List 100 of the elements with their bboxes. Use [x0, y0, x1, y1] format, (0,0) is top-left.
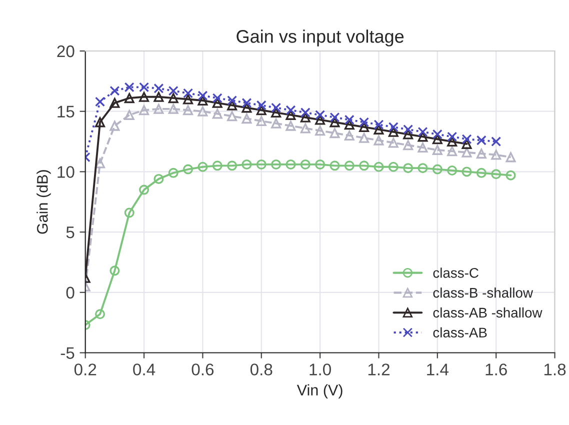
- point: [110, 86, 120, 96]
- x-tick-label: 0.2: [74, 364, 96, 376]
- point: [374, 135, 384, 146]
- point: [271, 159, 282, 170]
- point: [491, 136, 502, 147]
- point: [168, 93, 178, 104]
- point: [256, 159, 266, 170]
- point: [330, 160, 340, 171]
- point: [300, 112, 310, 122]
- legend-label: class-C: [433, 268, 478, 278]
- point: [139, 105, 150, 116]
- point: [212, 108, 222, 119]
- point: [110, 98, 120, 108]
- point: [315, 126, 326, 136]
- point: [344, 114, 354, 125]
- point: [491, 150, 502, 160]
- y-tick-label: 10: [58, 166, 74, 178]
- legend-label: class-B -shallow: [433, 288, 534, 298]
- point: [432, 129, 442, 140]
- point: [242, 114, 252, 124]
- point: [388, 122, 398, 132]
- point: [168, 104, 178, 114]
- point: [506, 152, 516, 162]
- point: [198, 162, 208, 172]
- point: [315, 114, 326, 125]
- point: [374, 120, 384, 130]
- point: [418, 163, 428, 174]
- point: [388, 138, 398, 148]
- point: [139, 92, 150, 102]
- point: [124, 208, 134, 218]
- point: [286, 120, 296, 131]
- point: [271, 108, 282, 118]
- point: [183, 88, 194, 98]
- point: [286, 105, 296, 116]
- x-tick-label: 0.6: [192, 364, 214, 376]
- point: [359, 132, 370, 143]
- point: [168, 86, 178, 96]
- point: [330, 128, 340, 138]
- point: [183, 164, 194, 174]
- point: [344, 130, 354, 140]
- point: [315, 110, 326, 120]
- point: [476, 168, 486, 178]
- point: [374, 124, 384, 134]
- point: [110, 266, 120, 276]
- point: [388, 162, 398, 172]
- point: [403, 129, 414, 140]
- point: [256, 100, 266, 110]
- y-tick-label: 0: [66, 286, 74, 299]
- y-tick-label: 5: [66, 226, 74, 238]
- point: [95, 117, 106, 128]
- point: [432, 164, 442, 174]
- point: [154, 174, 164, 184]
- point: [403, 140, 414, 150]
- point: [374, 162, 384, 172]
- point: [256, 116, 266, 126]
- point: [462, 147, 472, 158]
- point: [476, 135, 486, 146]
- point: [286, 159, 296, 170]
- point: [447, 132, 458, 142]
- point: [124, 93, 134, 104]
- point: [300, 108, 310, 118]
- legend-label: class-AB: [433, 327, 487, 338]
- point: [330, 117, 340, 128]
- point: [359, 160, 370, 171]
- point: [124, 110, 134, 120]
- point: [256, 105, 266, 116]
- point: [154, 92, 164, 102]
- point: [110, 120, 120, 131]
- y-tick-label: 15: [58, 106, 74, 118]
- point: [300, 159, 310, 170]
- point: [432, 134, 442, 144]
- point: [212, 93, 222, 104]
- point: [403, 124, 414, 134]
- point: [286, 110, 296, 120]
- point: [447, 165, 458, 176]
- point: [168, 168, 178, 178]
- point: [506, 170, 516, 180]
- y-tick-label: -5: [60, 347, 74, 359]
- point: [212, 98, 222, 108]
- point: [403, 163, 414, 174]
- point: [242, 159, 252, 170]
- point: [154, 104, 164, 114]
- point: [227, 100, 238, 110]
- point: [95, 96, 106, 107]
- point: [154, 83, 164, 94]
- point: [227, 95, 238, 106]
- point: [447, 146, 458, 156]
- x-tick-label: 1.0: [310, 364, 331, 376]
- point: [198, 90, 208, 101]
- point: [183, 105, 194, 116]
- point: [227, 160, 238, 171]
- point: [95, 309, 106, 320]
- x-tick-label: 0.4: [133, 364, 156, 376]
- y-axis-title: Gain (dB): [36, 170, 51, 234]
- point: [418, 142, 428, 153]
- point: [242, 102, 252, 113]
- point: [418, 126, 428, 137]
- x-tick-label: 1.6: [486, 364, 507, 376]
- point: [271, 118, 282, 128]
- point: [315, 159, 326, 170]
